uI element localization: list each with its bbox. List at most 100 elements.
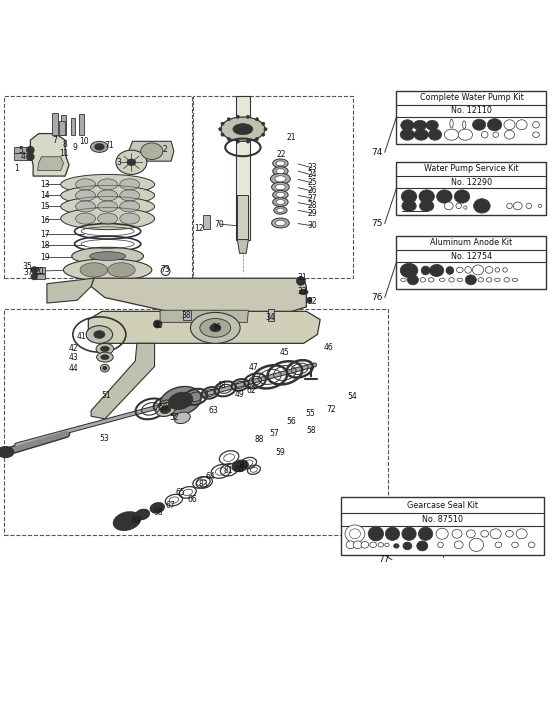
Ellipse shape bbox=[473, 119, 486, 130]
Ellipse shape bbox=[275, 184, 285, 190]
Text: 77: 77 bbox=[378, 555, 390, 564]
Ellipse shape bbox=[438, 542, 443, 547]
Ellipse shape bbox=[141, 143, 163, 160]
Bar bbox=[236, 96, 250, 240]
Text: 73: 73 bbox=[160, 265, 170, 274]
Ellipse shape bbox=[190, 313, 240, 344]
Text: 88: 88 bbox=[254, 435, 264, 444]
Ellipse shape bbox=[400, 264, 418, 278]
Text: 53: 53 bbox=[99, 434, 109, 443]
Text: 24: 24 bbox=[307, 170, 317, 180]
Ellipse shape bbox=[378, 543, 384, 547]
Ellipse shape bbox=[504, 278, 509, 282]
Ellipse shape bbox=[368, 526, 384, 541]
Text: 46: 46 bbox=[324, 343, 334, 352]
Ellipse shape bbox=[458, 129, 473, 140]
Text: 59: 59 bbox=[275, 448, 285, 457]
Ellipse shape bbox=[63, 259, 152, 281]
Text: 41: 41 bbox=[77, 331, 87, 341]
Ellipse shape bbox=[533, 132, 539, 137]
Text: 52: 52 bbox=[169, 414, 179, 422]
Ellipse shape bbox=[94, 144, 104, 150]
Ellipse shape bbox=[98, 213, 118, 224]
Text: 47: 47 bbox=[249, 363, 259, 372]
Circle shape bbox=[262, 133, 265, 136]
Ellipse shape bbox=[174, 412, 190, 424]
Bar bbox=[14, 154, 30, 160]
Ellipse shape bbox=[275, 220, 285, 226]
Ellipse shape bbox=[0, 447, 14, 458]
Text: 5: 5 bbox=[19, 146, 23, 155]
Ellipse shape bbox=[481, 531, 489, 537]
Text: 60: 60 bbox=[235, 465, 245, 474]
Ellipse shape bbox=[420, 278, 426, 282]
Ellipse shape bbox=[385, 527, 400, 540]
Text: Gearcase Seal Kit: Gearcase Seal Kit bbox=[407, 500, 478, 510]
Ellipse shape bbox=[407, 275, 418, 284]
Text: 67: 67 bbox=[165, 501, 175, 510]
Ellipse shape bbox=[120, 179, 140, 190]
Text: 71: 71 bbox=[104, 141, 114, 149]
Text: 3: 3 bbox=[116, 158, 121, 167]
Text: 72: 72 bbox=[326, 404, 336, 414]
Ellipse shape bbox=[403, 542, 412, 549]
Text: Water Pump Service Kit: Water Pump Service Kit bbox=[424, 165, 519, 173]
Ellipse shape bbox=[469, 538, 484, 552]
Ellipse shape bbox=[97, 352, 113, 362]
Text: 23: 23 bbox=[307, 163, 317, 173]
Ellipse shape bbox=[429, 264, 444, 277]
Text: 44: 44 bbox=[68, 364, 78, 373]
Ellipse shape bbox=[72, 248, 144, 265]
Text: 55: 55 bbox=[305, 409, 315, 418]
Text: 74: 74 bbox=[371, 148, 383, 157]
Bar bbox=[14, 147, 30, 154]
Ellipse shape bbox=[454, 190, 470, 203]
Ellipse shape bbox=[273, 198, 288, 206]
Text: 19: 19 bbox=[40, 253, 50, 261]
Text: 17: 17 bbox=[40, 230, 50, 238]
Ellipse shape bbox=[276, 193, 285, 197]
Ellipse shape bbox=[120, 213, 140, 224]
Ellipse shape bbox=[272, 182, 289, 192]
Ellipse shape bbox=[277, 208, 284, 212]
Ellipse shape bbox=[485, 266, 493, 273]
Ellipse shape bbox=[417, 541, 428, 551]
Ellipse shape bbox=[345, 525, 365, 543]
Ellipse shape bbox=[439, 278, 445, 282]
Text: 12: 12 bbox=[194, 224, 204, 233]
Ellipse shape bbox=[116, 150, 147, 175]
Ellipse shape bbox=[401, 278, 406, 282]
Ellipse shape bbox=[270, 173, 290, 184]
Ellipse shape bbox=[481, 131, 488, 138]
Circle shape bbox=[221, 133, 224, 136]
Text: 38: 38 bbox=[182, 311, 192, 321]
Ellipse shape bbox=[457, 278, 463, 282]
Ellipse shape bbox=[221, 117, 265, 142]
Text: 33: 33 bbox=[298, 287, 307, 297]
Circle shape bbox=[221, 122, 224, 126]
Text: 10: 10 bbox=[79, 136, 89, 146]
Ellipse shape bbox=[61, 175, 155, 194]
Ellipse shape bbox=[473, 265, 484, 275]
Text: 75: 75 bbox=[371, 219, 383, 228]
Ellipse shape bbox=[76, 179, 95, 190]
Ellipse shape bbox=[299, 290, 308, 295]
Text: 25: 25 bbox=[307, 178, 317, 187]
Circle shape bbox=[236, 140, 240, 143]
Polygon shape bbox=[38, 157, 63, 170]
Text: 51: 51 bbox=[102, 391, 112, 400]
Text: 14: 14 bbox=[40, 191, 50, 200]
Text: 48: 48 bbox=[217, 381, 227, 391]
Ellipse shape bbox=[98, 201, 118, 212]
Ellipse shape bbox=[276, 161, 285, 166]
Ellipse shape bbox=[276, 199, 285, 204]
Circle shape bbox=[296, 277, 305, 285]
Bar bbox=[203, 214, 210, 229]
Ellipse shape bbox=[100, 346, 109, 352]
Ellipse shape bbox=[456, 203, 461, 209]
Ellipse shape bbox=[120, 201, 140, 212]
Bar bbox=[79, 113, 84, 135]
Ellipse shape bbox=[361, 542, 369, 548]
Text: 31: 31 bbox=[298, 273, 307, 282]
Text: 26: 26 bbox=[307, 186, 317, 196]
